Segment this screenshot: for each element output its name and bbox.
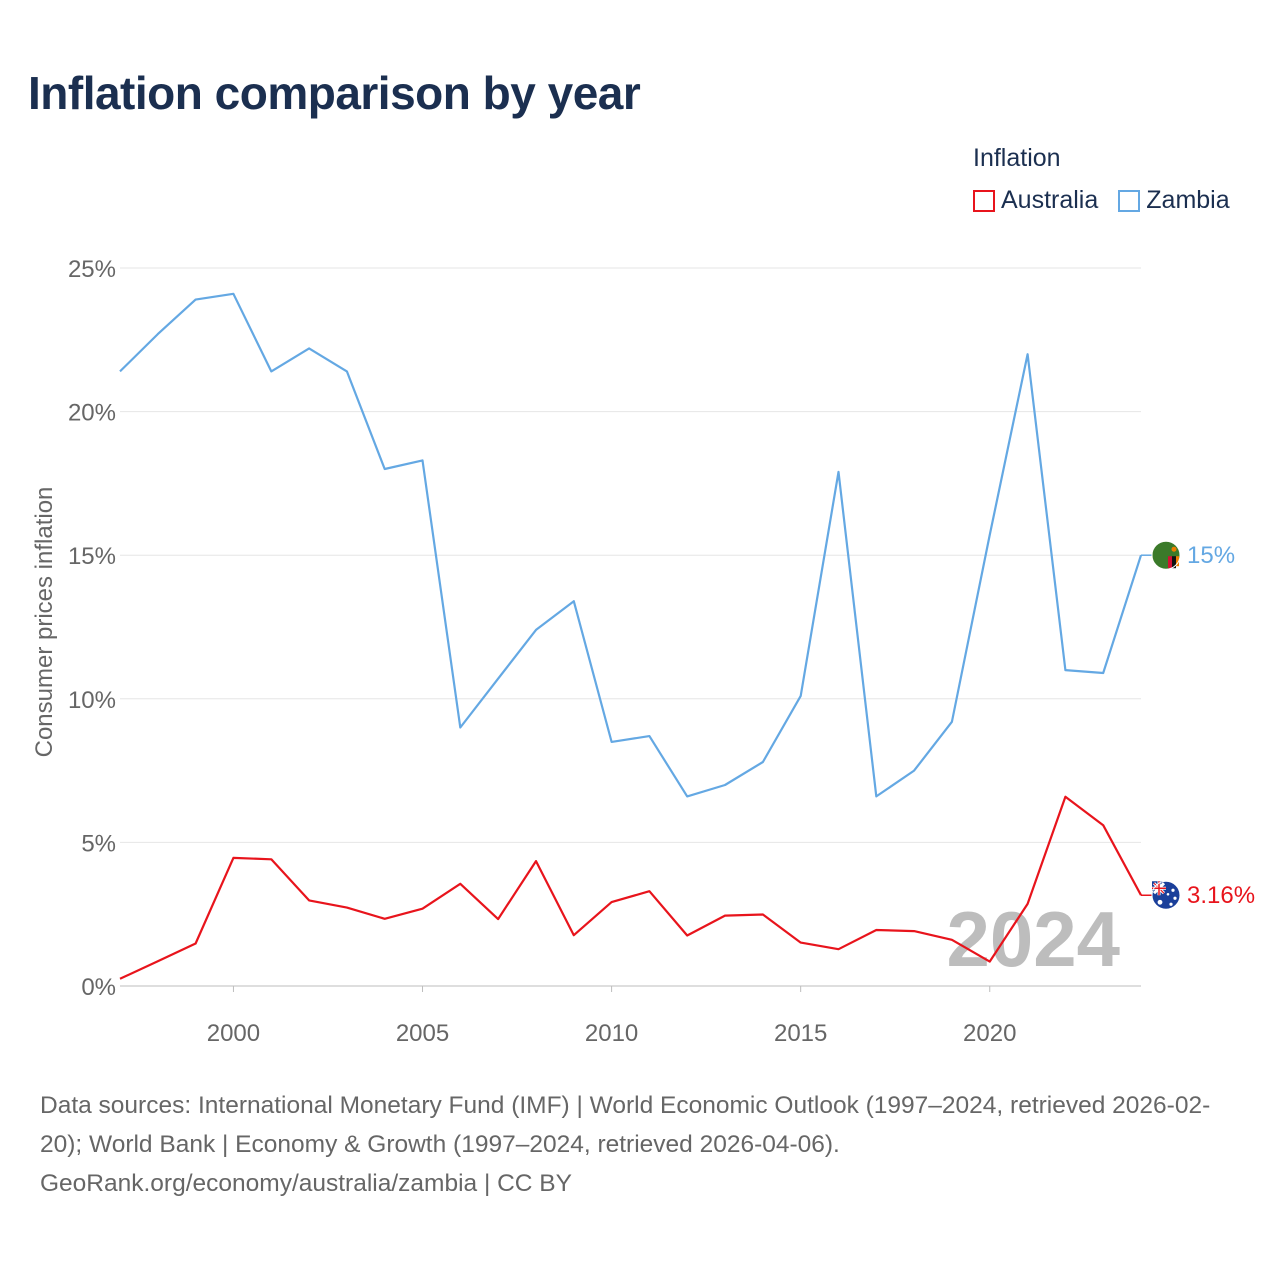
legend: Australia Zambia xyxy=(973,186,1230,215)
grid xyxy=(120,267,1141,987)
legend-item-zambia[interactable]: Zambia xyxy=(1118,186,1230,215)
series-lines xyxy=(119,292,1143,980)
end-label-australia: 3.16% xyxy=(1187,882,1255,909)
series-line-australia xyxy=(119,795,1142,980)
series-line-zambia xyxy=(119,292,1143,798)
y-tick-label: 20% xyxy=(68,400,116,427)
y-tick-label: 25% xyxy=(68,256,116,283)
line-chart: 0% 5% 10% 15% 20% 25% 2000 2005 2010 2015 2020 Co… xyxy=(31,256,1255,1047)
zambia-flag-icon xyxy=(1151,540,1181,570)
legend-label-zambia: Zambia xyxy=(1146,186,1230,214)
legend-label-australia: Australia xyxy=(1001,186,1099,214)
legend-item-australia[interactable]: Australia xyxy=(973,186,1098,215)
x-axis: 2000 2005 2010 2015 2020 xyxy=(207,986,1016,1047)
x-tick-label: 2010 xyxy=(585,1020,638,1047)
year-watermark: 2024 xyxy=(946,895,1120,983)
end-label-zambia: 15% xyxy=(1187,542,1235,569)
y-tick-label: 10% xyxy=(68,687,116,714)
y-tick-label: 15% xyxy=(68,543,116,570)
footer: Data sources: International Monetary Fun… xyxy=(40,1086,1250,1203)
x-tick-label: 2000 xyxy=(207,1020,260,1047)
legend-swatch-zambia xyxy=(1118,189,1141,212)
footer-attribution[interactable]: GeoRank.org/economy/australia/zambia | C… xyxy=(40,1170,572,1197)
y-tick-label: 0% xyxy=(81,974,116,1001)
end-labels: 15% 3.16% xyxy=(1141,540,1255,910)
y-tick-label: 5% xyxy=(81,830,116,857)
y-axis: 0% 5% 10% 15% 20% 25% xyxy=(68,256,116,1001)
legend-swatch-australia xyxy=(973,189,995,212)
x-tick-label: 2005 xyxy=(396,1020,449,1047)
australia-flag-icon xyxy=(1151,880,1181,910)
x-tick-label: 2020 xyxy=(963,1020,1016,1047)
footer-sources: Data sources: International Monetary Fun… xyxy=(40,1092,1211,1158)
y-axis-label: Consumer prices inflation xyxy=(31,487,58,758)
x-tick-label: 2015 xyxy=(774,1020,827,1047)
chart-title: Inflation comparison by year xyxy=(28,67,641,119)
legend-title: Inflation xyxy=(973,144,1061,172)
